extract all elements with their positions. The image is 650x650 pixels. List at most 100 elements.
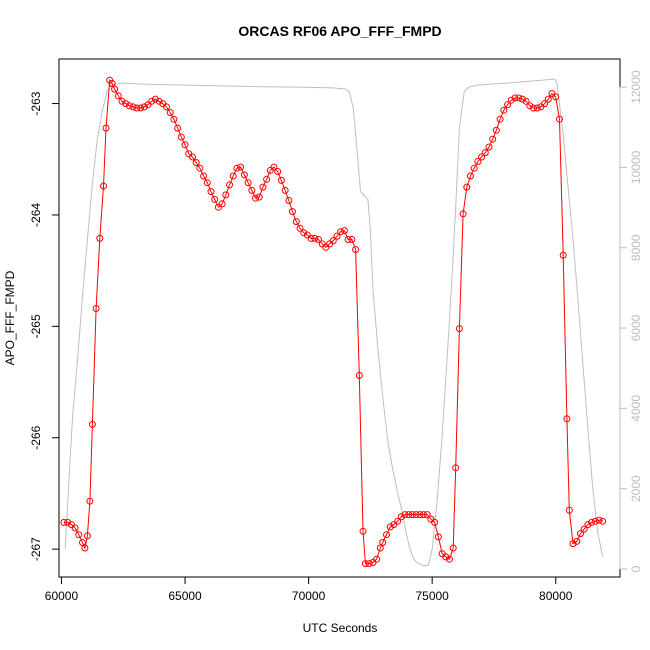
- data-point: [196, 164, 204, 172]
- data-point: [277, 176, 285, 184]
- y-axis-right: 0 2000 4000 6000 8000 10000 12000: [619, 70, 643, 572]
- x-axis: 60000 65000 70000 75000 80000: [45, 576, 573, 603]
- data-point: [259, 183, 267, 191]
- data-point: [420, 511, 427, 519]
- data-point: [163, 103, 170, 111]
- data-point: [459, 210, 467, 218]
- data-point: [507, 96, 515, 104]
- data-point: [86, 497, 94, 505]
- data-point: [207, 188, 215, 196]
- primary-series-layer: [60, 76, 607, 568]
- data-point: [383, 531, 390, 539]
- data-point: [81, 544, 89, 552]
- plot-frame: [58, 58, 621, 578]
- data-point: [122, 100, 130, 108]
- data-point: [361, 560, 369, 568]
- data-point: [248, 186, 256, 194]
- data-point: [434, 533, 442, 541]
- data-point: [75, 531, 83, 539]
- data-point: [591, 517, 599, 525]
- x-tick-label: 65000: [168, 589, 202, 603]
- data-point: [64, 518, 72, 526]
- y2-tick-label: 2000: [629, 475, 643, 502]
- data-point: [329, 237, 337, 245]
- x-tick-label: 80000: [539, 589, 573, 603]
- data-point: [386, 523, 394, 531]
- data-point: [359, 527, 367, 535]
- data-point: [307, 234, 315, 242]
- data-point: [274, 168, 282, 175]
- data-point: [416, 511, 424, 519]
- data-point: [133, 104, 141, 112]
- data-point: [412, 511, 420, 519]
- y2-tick-label: 10000: [629, 150, 643, 184]
- data-point: [559, 251, 567, 259]
- data-point: [88, 420, 96, 428]
- data-point: [218, 200, 226, 208]
- data-point: [449, 544, 457, 552]
- data-point: [397, 513, 405, 521]
- data-point: [526, 102, 534, 110]
- data-point: [485, 143, 493, 151]
- y-tick-label: -263: [29, 91, 43, 115]
- x-tick-label: 75000: [415, 589, 449, 603]
- data-point: [492, 126, 500, 134]
- data-point: [137, 104, 145, 112]
- data-point: [129, 103, 137, 111]
- data-point: [452, 464, 460, 472]
- data-point: [431, 518, 439, 526]
- data-point: [140, 103, 148, 111]
- data-point: [489, 135, 497, 143]
- data-point: [118, 97, 126, 105]
- data-point: [556, 115, 563, 123]
- data-point: [337, 228, 345, 236]
- data-point: [233, 164, 241, 172]
- data-point: [200, 172, 208, 180]
- data-point: [408, 511, 416, 519]
- y-axis-left: -267 -266 -265 -264 -263: [29, 91, 60, 561]
- data-point: [344, 236, 352, 243]
- data-point: [83, 532, 91, 540]
- data-point: [237, 163, 245, 171]
- y2-tick-label: 8000: [629, 234, 643, 261]
- primary-series-line: [63, 78, 603, 565]
- data-point: [170, 115, 178, 123]
- y-tick-label: -265: [29, 314, 43, 338]
- data-point: [181, 141, 189, 149]
- data-point: [285, 197, 293, 204]
- data-point: [211, 195, 219, 203]
- x-axis-label: UTC Seconds: [303, 621, 378, 635]
- data-point: [174, 124, 182, 132]
- secondary-series-layer: [64, 78, 604, 567]
- data-point: [365, 560, 373, 568]
- data-point: [203, 179, 211, 187]
- y-axis-label: APO_FFF_FMPD: [3, 270, 17, 365]
- data-point: [394, 517, 402, 525]
- data-point: [423, 511, 431, 519]
- data-point: [244, 179, 252, 187]
- data-point: [474, 158, 482, 165]
- data-point: [504, 101, 512, 109]
- x-tick-label: 60000: [45, 589, 79, 603]
- data-point: [588, 518, 596, 526]
- data-point: [355, 371, 363, 379]
- data-point: [108, 80, 116, 87]
- y2-tick-label: 0: [629, 565, 643, 572]
- x-tick-label: 70000: [292, 589, 326, 603]
- data-point: [192, 159, 200, 167]
- data-point: [565, 506, 573, 514]
- data-point: [379, 539, 387, 546]
- data-point: [455, 325, 463, 333]
- data-point: [373, 555, 381, 563]
- data-point: [500, 106, 508, 114]
- y2-tick-label: 12000: [629, 70, 643, 104]
- data-point: [100, 182, 107, 190]
- data-point: [442, 553, 450, 561]
- data-point: [111, 85, 119, 93]
- data-point: [405, 511, 413, 519]
- data-point: [151, 95, 159, 103]
- data-point: [60, 518, 68, 526]
- data-point: [446, 555, 453, 563]
- data-point: [300, 229, 308, 237]
